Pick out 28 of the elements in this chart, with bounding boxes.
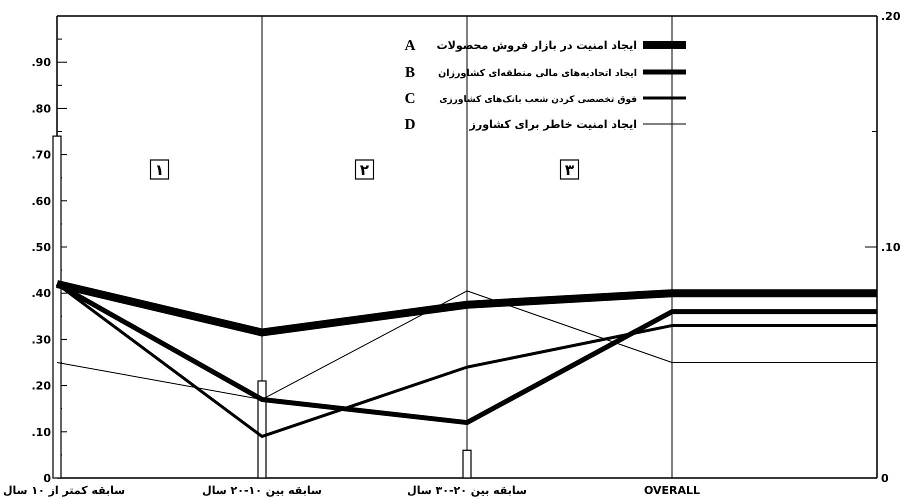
x-tick-label: سابقه بین ۲۰-۳۰ سال [407, 484, 527, 497]
y-tick-label: .50 [32, 241, 52, 254]
annotation: ۳ [564, 161, 574, 179]
annotation: ۱ [154, 161, 164, 179]
y-tick-label: .10 [32, 426, 52, 439]
y2-tick-label: 0 [881, 472, 889, 485]
annotation: A [404, 38, 416, 54]
criterion-box: ۱ [150, 159, 170, 180]
x-tick-label: OVERALL [644, 484, 700, 497]
y-tick-label: .30 [32, 333, 52, 346]
legend-label: ایجاد امنیت خاطر برای کشاورز [468, 118, 637, 131]
y-tick-label: .40 [32, 287, 52, 300]
y2-tick-label: .20 [881, 10, 901, 23]
criterion-box: ۳ [560, 159, 580, 180]
y-tick-label: .20 [32, 380, 52, 393]
y2-tick-label: .10 [881, 241, 901, 254]
annotation: ۲ [360, 161, 370, 179]
x-tick-label: سابقه بین ۱۰-۲۰ سال [202, 484, 322, 497]
annotation: B [404, 65, 416, 81]
annotation: D [404, 117, 416, 133]
criterion-box: ۲ [354, 159, 374, 180]
y-tick-label: .80 [32, 102, 52, 116]
y-tick-label: .60 [32, 194, 52, 208]
y-tick-label: 0 [43, 472, 52, 485]
annotation: C [404, 91, 416, 107]
y-tick-label: .90 [32, 56, 52, 70]
y-tick-label: .70 [32, 148, 52, 162]
x-tick-label: سابقه کمتر از ۱۰ سال [3, 484, 126, 497]
